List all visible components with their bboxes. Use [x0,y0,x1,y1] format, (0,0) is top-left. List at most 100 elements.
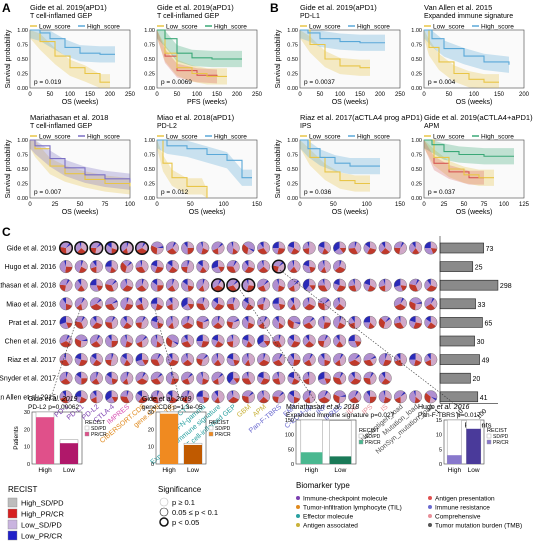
mini-frame [31,411,83,465]
pie-slice [324,316,331,323]
pie-slice [120,262,127,273]
grid-cell [134,240,150,256]
pie-slice [157,246,164,248]
grid-cell [165,297,179,311]
significance-ring [363,353,377,367]
biomarker-type-dot [296,505,300,509]
grid-cell [257,353,271,367]
grid-cell [181,390,195,404]
km-ci-high [157,30,242,68]
km-title: Riaz et al. 2017(aCTLA4 prog aPD1) [300,113,423,122]
pie-slice [348,285,357,292]
pie-slice [242,334,249,341]
significance-label: p < 0.05 [172,518,199,527]
pie-slice [363,353,376,361]
pie-slice [257,371,264,379]
pie-slice [168,266,178,273]
km-ytick: 1.00 [287,28,298,34]
pie-slice [318,260,325,272]
pie-slice [302,264,311,273]
study-label: Van Allen et al. 2015 [0,394,56,401]
significance-swatch [159,497,169,507]
pie-slice [202,260,210,272]
pie-slice [218,297,225,306]
pie-slice [381,241,386,248]
mini-title-rest: et al. 2016 [437,404,470,411]
pie-slice [318,396,330,404]
pie-slice [233,353,240,361]
pie-slice [91,378,100,385]
grid-cell [59,371,73,385]
pie-slice [90,371,97,383]
significance-ring [317,315,331,329]
pie-slice [201,341,210,348]
pie-slice [181,242,188,255]
pie-slice [166,241,175,252]
pie-slice [339,394,346,397]
pie-slice [96,242,102,248]
pie-slice [74,390,82,397]
grid-cell [74,371,88,385]
pie-slice [218,260,225,267]
grid-cell [196,241,210,255]
pie-slice [172,260,179,271]
pie-slice [111,260,118,271]
pie-slice [415,316,422,324]
grid-cell [302,297,316,311]
pie-slice [196,341,203,348]
km-legend-high-label: High_score [87,24,120,31]
significance-ring [211,241,225,255]
pie-slice [170,316,173,323]
biomarker-type-dot [428,505,432,509]
grid-cell [226,353,240,367]
biomarker-type-dot [428,496,432,500]
pie-slice [60,341,72,348]
mini-frame [443,419,485,465]
pie-slice [288,334,294,341]
pie-slice [211,353,218,365]
pie-slice [214,303,224,311]
significance-ring [89,260,103,274]
grid-cell [424,241,438,255]
grid-cell [196,297,210,311]
pie-slice [150,303,158,310]
pie-slice [288,316,301,323]
mini-category: Low [187,467,199,474]
pie-slice [260,378,270,385]
pie-slice [107,334,112,341]
km-xtick: 100 [192,92,203,98]
mini-bar-fill [466,428,481,464]
mini-ytick: 0 [151,462,154,468]
pie-slice [415,390,422,401]
pie-slice [370,241,377,250]
pie-slice [278,297,286,305]
km-xlabel: OS (weeks) [62,99,99,106]
pie-slice [66,371,68,379]
grid-cell [105,353,119,367]
km-xlabel: OS (weeks) [332,209,369,216]
km-ytick: 1.00 [17,28,28,34]
grid-cell [241,260,255,274]
significance-ring [302,241,316,255]
km-legend-low-label: Low_score [309,134,341,141]
pie-slice [120,390,127,397]
grid-cell [165,371,179,385]
pie-slice [263,353,266,360]
pie-slice [181,281,189,292]
pie-slice [309,260,316,268]
pie-slice [324,371,331,379]
grid-cell [317,315,331,329]
grid-cell [302,390,316,404]
km-curve-high [157,29,242,60]
biomarker-type-title: Biomarker type [296,481,350,490]
grid-cell [333,315,347,329]
grid-cell [333,297,347,311]
significance-ring [257,334,271,348]
grid-cell [181,278,195,292]
pie-slice [169,396,178,404]
pie-slice [187,260,190,267]
significance-ring [135,297,149,311]
pie-slice [259,396,269,404]
